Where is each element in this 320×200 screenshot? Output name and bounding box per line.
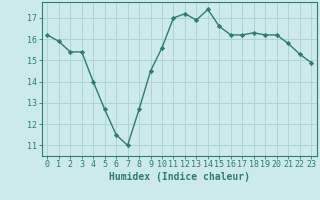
- X-axis label: Humidex (Indice chaleur): Humidex (Indice chaleur): [109, 172, 250, 182]
